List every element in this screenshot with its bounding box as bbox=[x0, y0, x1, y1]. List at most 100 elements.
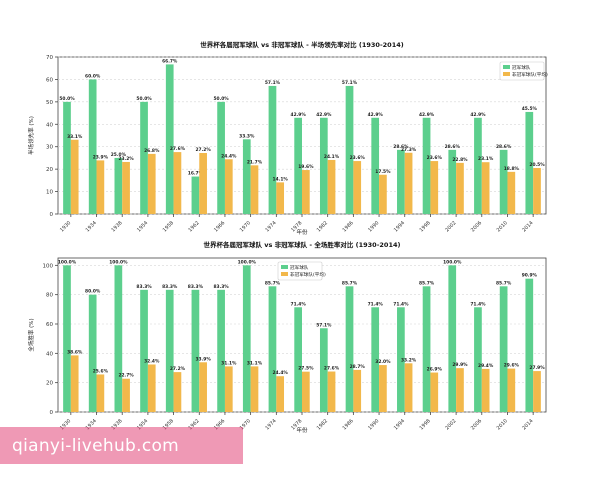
chart2-data-label: 90.9% bbox=[522, 273, 538, 279]
chart1-bar-champion bbox=[242, 139, 251, 214]
chart1-bar-champion bbox=[319, 117, 328, 214]
chart1-x-tick-label: 1962 bbox=[187, 220, 200, 233]
chart2-y-tick-label: 100 bbox=[43, 263, 54, 269]
chart1-x-tick-label: 1938 bbox=[110, 220, 123, 233]
chart2-bar-champion bbox=[371, 307, 380, 412]
chart2-data-label: 31.1% bbox=[221, 360, 237, 366]
chart2-data-label: 71.4% bbox=[368, 301, 384, 307]
chart2-x-tick-label: 2002 bbox=[444, 418, 457, 431]
chart2-bar-champion bbox=[499, 286, 508, 412]
chart2-data-label: 27.2% bbox=[170, 366, 186, 372]
chart2-bar-champion bbox=[448, 265, 457, 412]
chart2-x-tick-label: 2010 bbox=[496, 418, 509, 431]
chart2-bar-non-champion bbox=[224, 366, 233, 412]
chart2-bar-non-champion bbox=[250, 366, 259, 412]
chart1-data-label: 33.3% bbox=[239, 133, 255, 139]
chart2-bar-non-champion bbox=[173, 372, 182, 412]
chart1-bar-non-champion bbox=[533, 168, 541, 214]
chart1-x-tick-label: 1954 bbox=[136, 220, 149, 233]
chart2-legend-label: 冠军球队 bbox=[290, 264, 309, 271]
chart1-bar-champion bbox=[140, 101, 148, 214]
chart2-data-label: 27.6% bbox=[324, 366, 340, 372]
chart2-bar-champion bbox=[191, 289, 200, 412]
chart2-data-label: 29.9% bbox=[452, 362, 468, 368]
chart2-bar-champion bbox=[63, 265, 71, 412]
chart2-data-label: 85.7% bbox=[342, 280, 358, 286]
chart2-bar-non-champion bbox=[379, 365, 387, 412]
chart1-y-tick-label: 50 bbox=[46, 100, 53, 106]
chart2-bar-champion bbox=[294, 307, 302, 412]
chart1-y-tick-label: 0 bbox=[50, 212, 54, 218]
chart1-y-axis-label: 半场领先率 (%) bbox=[27, 116, 35, 155]
chart2-y-tick-label: 40 bbox=[46, 351, 53, 357]
chart1-bar-non-champion bbox=[70, 139, 79, 214]
chart1-data-label: 24.4% bbox=[221, 153, 237, 159]
chart2-data-label: 24.4% bbox=[273, 370, 289, 376]
chart2-data-label: 29.6% bbox=[504, 363, 520, 369]
chart2-bar-non-champion bbox=[430, 372, 439, 412]
chart2-title: 世界杯各届冠军球队 vs 非冠军球队 - 全场胜率对比 (1930-2014) bbox=[204, 240, 401, 249]
chart1-bar-non-champion bbox=[507, 171, 516, 214]
chart1-data-label: 23.1% bbox=[478, 156, 494, 162]
chart1-data-label: 24.1% bbox=[324, 154, 340, 160]
chart2-bar-non-champion bbox=[507, 368, 516, 412]
chart1-data-label: 18.8% bbox=[504, 166, 520, 172]
chart1-data-label: 50.0% bbox=[136, 96, 152, 102]
chart1-y-tick-label: 60 bbox=[46, 77, 53, 83]
chart2-x-tick-label: 2006 bbox=[470, 418, 483, 431]
chart2-data-label: 83.3% bbox=[213, 284, 229, 290]
chart1-data-label: 23.6% bbox=[350, 155, 366, 161]
chart1-data-label: 66.7% bbox=[162, 58, 178, 64]
chart2-bar-champion bbox=[474, 307, 482, 412]
chart1-legend-swatch bbox=[503, 72, 510, 76]
chart2-data-label: 25.6% bbox=[93, 368, 109, 374]
chart2-data-label: 83.3% bbox=[136, 284, 152, 290]
chart1-title: 世界杯各届冠军球队 vs 非冠军球队 - 半场领先率对比 (1930-2014) bbox=[200, 40, 403, 49]
chart1-data-label: 50.0% bbox=[213, 96, 229, 102]
chart2-data-label: 83.3% bbox=[188, 284, 204, 290]
chart2-bar-champion bbox=[422, 286, 431, 412]
chart1-data-label: 57.1% bbox=[265, 80, 281, 86]
chart1-x-tick-label: 1986 bbox=[342, 220, 355, 233]
chart2-data-label: 100.0% bbox=[58, 259, 77, 265]
chart2-bar-non-champion bbox=[533, 371, 541, 412]
chart2-data-label: 33.2% bbox=[401, 357, 417, 363]
chart1-y-tick-label: 40 bbox=[46, 122, 53, 128]
chart1-x-tick-label: 1966 bbox=[213, 220, 226, 233]
chart2-data-label: 38.6% bbox=[67, 349, 83, 355]
chart1-data-label: 42.9% bbox=[316, 112, 332, 118]
chart1-bar-champion bbox=[63, 101, 71, 214]
chart1-legend-label: 非冠军球队(平均) bbox=[512, 71, 548, 78]
chart2-y-tick-label: 60 bbox=[46, 322, 53, 328]
chart2-legend-box bbox=[277, 261, 323, 281]
chart2-bar-champion bbox=[88, 294, 97, 412]
chart1-legend-box bbox=[499, 61, 545, 81]
chart1-data-label: 14.1% bbox=[273, 176, 289, 182]
chart1-bar-champion bbox=[217, 101, 225, 214]
chart1-data-label: 22.8% bbox=[452, 157, 468, 163]
chart1-bar-champion bbox=[422, 117, 431, 214]
chart1-data-label: 16.7% bbox=[188, 171, 204, 177]
chart2-data-label: 22.7% bbox=[118, 373, 134, 379]
chart1-bar-champion bbox=[345, 85, 354, 214]
chart1-bar-non-champion bbox=[430, 161, 439, 214]
chart1-x-tick-label: 2006 bbox=[470, 220, 483, 233]
chart1-x-tick-label: 2002 bbox=[444, 220, 457, 233]
chart1-data-label: 42.9% bbox=[291, 112, 307, 118]
chart1-data-label: 28.6% bbox=[445, 144, 461, 150]
chart1-data-label: 23.9% bbox=[93, 154, 109, 160]
chart2-legend-swatch bbox=[281, 265, 288, 269]
chart1-data-label: 42.9% bbox=[419, 112, 435, 118]
chart2-bar-non-champion bbox=[147, 364, 156, 412]
chart2-x-tick-label: 1998 bbox=[419, 418, 432, 431]
chart1-bar-champion bbox=[114, 157, 123, 214]
chart1-x-tick-label: 1958 bbox=[162, 220, 175, 233]
chart2-data-label: 80.0% bbox=[85, 289, 101, 295]
chart2-bar-non-champion bbox=[302, 371, 310, 412]
chart2-bar-champion bbox=[525, 278, 534, 412]
chart2-bar-champion bbox=[345, 286, 354, 412]
chart2-bar-non-champion bbox=[96, 374, 105, 412]
chart1-data-label: 23.6% bbox=[427, 155, 443, 161]
chart2-data-label: 33.9% bbox=[195, 356, 211, 362]
